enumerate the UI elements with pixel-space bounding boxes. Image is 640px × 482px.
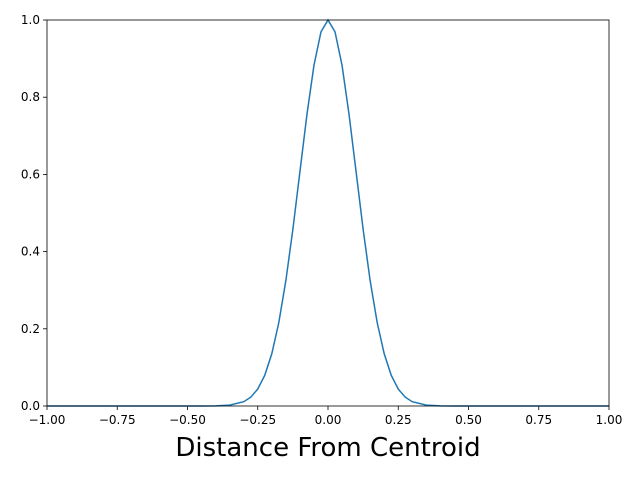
y-tick-label: 0.6 <box>21 167 40 181</box>
x-tick-label: −0.50 <box>169 413 206 427</box>
x-tick-label: −1.00 <box>29 413 66 427</box>
plot-frame <box>46 19 610 407</box>
y-tick-label: 0.8 <box>21 90 40 104</box>
y-tick-label: 0.0 <box>21 399 40 413</box>
y-tick-label: 0.2 <box>21 322 40 336</box>
y-tick-label: 1.0 <box>21 13 40 27</box>
x-tick-label: 1.00 <box>596 413 623 427</box>
x-tick-label: −0.75 <box>99 413 136 427</box>
x-tick-label: 0.00 <box>315 413 342 427</box>
x-axis-label: Distance From Centroid <box>175 433 480 463</box>
x-tick-label: −0.25 <box>239 413 276 427</box>
y-tick-label: 0.4 <box>21 245 40 259</box>
x-tick-label: 0.25 <box>385 413 412 427</box>
x-tick-label: 0.50 <box>455 413 482 427</box>
x-tick-label: 0.75 <box>525 413 552 427</box>
